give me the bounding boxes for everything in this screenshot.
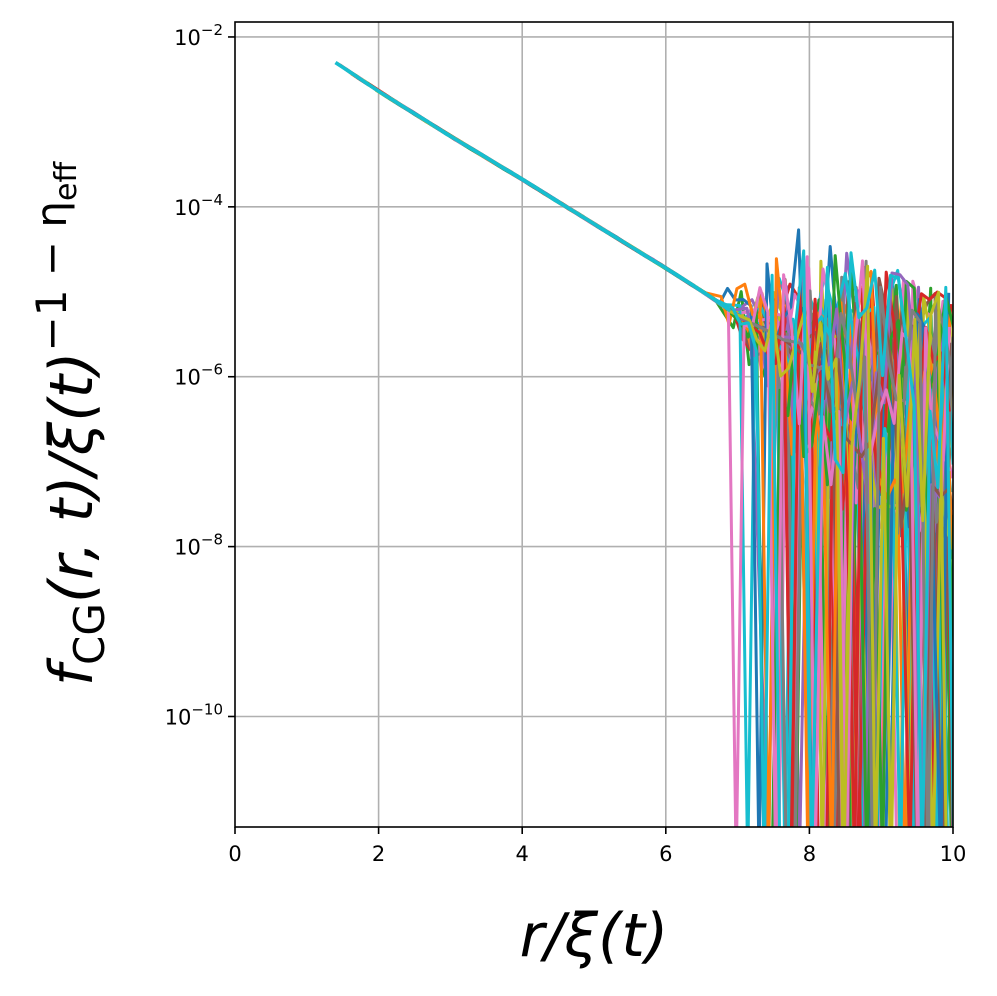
y-tick-base: 10 [165, 705, 192, 729]
y-tick-base: 10 [174, 26, 201, 50]
series-group [334, 61, 953, 827]
y-axis-title-sup-sub: eff [49, 161, 84, 201]
y-tick-exponent: −10 [191, 700, 223, 718]
y-axis-title-sup: −1 − η [27, 201, 76, 351]
series-line [334, 61, 732, 313]
y-axis-title-body: (r, t)/ξ(t) [37, 351, 107, 603]
y-tick-label: 10−10 [165, 700, 223, 729]
x-tick-label: 6 [659, 842, 672, 866]
y-tick-base: 10 [174, 196, 201, 220]
y-tick-label: 10−6 [174, 361, 223, 390]
x-axis-title: r/ξ(t) [520, 901, 669, 971]
y-tick-label: 10−2 [174, 21, 223, 50]
y-tick-base: 10 [174, 366, 201, 390]
y-tick-base: 10 [174, 536, 201, 560]
x-tick-label: 8 [803, 842, 816, 866]
y-tick-label: 10−8 [174, 531, 223, 560]
y-tick-exponent: −4 [201, 191, 223, 209]
x-tick-label: 0 [228, 842, 241, 866]
y-tick-exponent: −2 [201, 21, 223, 39]
y-axis-title-f-sub: CG [65, 603, 114, 665]
x-tick-label: 10 [940, 842, 967, 866]
x-tick-label: 4 [516, 842, 529, 866]
plot-frame [234, 21, 954, 828]
x-tick-label: 2 [372, 842, 385, 866]
grid-lines [235, 22, 953, 827]
y-tick-exponent: −6 [201, 361, 223, 379]
y-tick-label: 10−4 [174, 191, 223, 220]
y-axis-title: fCG(r, t)/ξ(t)−1 − ηeff [27, 161, 114, 687]
y-tick-exponent: −8 [201, 531, 223, 549]
